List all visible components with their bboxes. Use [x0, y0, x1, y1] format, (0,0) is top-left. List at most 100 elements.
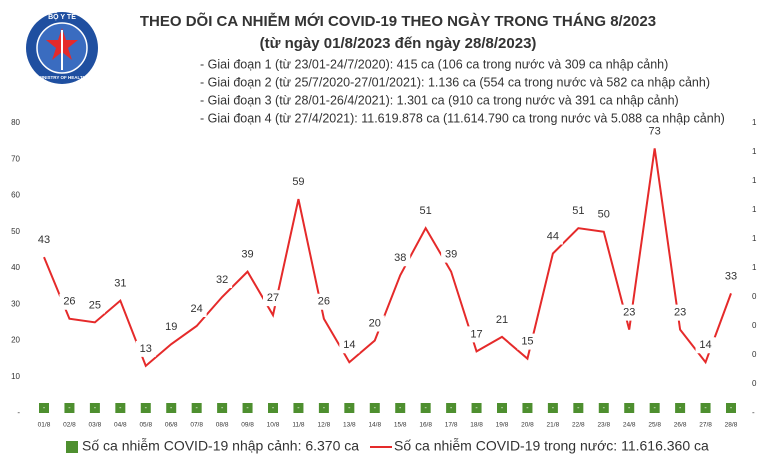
x-tick-label: 26/8	[674, 422, 687, 429]
data-label: 51	[572, 205, 584, 217]
data-label: 20	[369, 317, 381, 329]
x-tick-label: 09/8	[241, 422, 254, 429]
data-label: 59	[292, 176, 304, 188]
label-box	[288, 174, 309, 191]
y2-tick-label: -	[752, 408, 755, 417]
label-box	[441, 246, 462, 263]
legend-label: Số ca nhiễm COVID-19 trong nước: 11.616.…	[394, 438, 709, 454]
bar	[497, 403, 507, 413]
x-tick-label: 28/8	[725, 422, 738, 429]
bar	[573, 403, 584, 413]
x-tick-label: 27/8	[699, 422, 712, 429]
data-label: 24	[191, 303, 203, 315]
bar	[242, 403, 253, 413]
label-box	[619, 304, 640, 321]
y-tick-label: 80	[11, 118, 20, 127]
bar	[598, 403, 609, 413]
bar-label: -	[526, 405, 529, 412]
bar-label: -	[399, 405, 402, 412]
bar-label: -	[374, 405, 377, 412]
y-tick-label: 20	[11, 336, 20, 345]
bar	[395, 403, 406, 413]
x-tick-label: 06/8	[165, 422, 178, 429]
x-tick-label: 08/8	[216, 422, 229, 429]
chart-title: THEO DÕI CA NHIỄM MỚI COVID-19 THEO NGÀY…	[140, 12, 656, 30]
label-box	[212, 272, 233, 288]
data-label: 23	[674, 307, 686, 319]
data-label: 51	[420, 205, 432, 217]
label-box	[670, 304, 691, 321]
chart-subtitle: (từ ngày 01/8/2023 đến ngày 28/8/2023)	[260, 35, 537, 52]
line	[43, 148, 732, 368]
y2-tick-label: 1	[752, 263, 757, 272]
y2-tick-label: 1	[752, 234, 757, 243]
x-tick-label: 01/8	[38, 422, 51, 429]
label-box	[34, 232, 54, 249]
data-label: 26	[63, 296, 75, 308]
bar	[191, 403, 202, 413]
x-tick-label: 11/8	[292, 422, 305, 429]
y2-tick-label: 1	[752, 118, 757, 127]
label-box	[186, 301, 207, 317]
y-tick-label: 50	[11, 227, 20, 236]
bar	[344, 403, 355, 413]
bar	[471, 403, 482, 413]
label-box	[313, 293, 334, 310]
bar-label: -	[145, 405, 148, 412]
x-tick-label: 14/8	[368, 422, 381, 429]
bar	[369, 403, 380, 413]
y2-tick-label: 0	[752, 379, 757, 388]
bar	[726, 403, 736, 413]
data-label: 21	[496, 314, 508, 326]
bar-label: -	[679, 405, 682, 412]
x-tick-label: 24/8	[623, 422, 636, 429]
label-box	[364, 315, 385, 332]
x-tick-label: 10/8	[267, 422, 280, 429]
label-box	[466, 326, 487, 343]
legend-label: Số ca nhiễm COVID-19 nhập cảnh: 6.370 ca	[82, 438, 359, 454]
bar	[293, 403, 304, 413]
data-label: 38	[394, 252, 406, 264]
y-tick-label: 10	[11, 372, 20, 381]
label-box	[110, 275, 131, 292]
bar-label: -	[272, 405, 275, 412]
y-tick-label: 30	[11, 299, 20, 308]
bar-label: -	[450, 405, 453, 412]
y2-tick-label: 0	[752, 321, 757, 330]
y-tick-label: -	[17, 408, 20, 417]
bar	[420, 403, 431, 413]
bar	[675, 403, 686, 413]
x-tick-label: 23/8	[597, 422, 610, 429]
label-box	[84, 297, 105, 314]
data-label: 17	[470, 328, 482, 340]
bar	[700, 403, 711, 413]
label-box	[263, 290, 283, 307]
label-box	[59, 293, 80, 310]
x-tick-label: 25/8	[648, 422, 661, 429]
label-box	[135, 340, 156, 357]
logo-bottom: MINISTRY OF HEALTH	[38, 75, 86, 80]
data-label: 25	[89, 299, 101, 311]
x-tick-label: 21/8	[547, 422, 560, 429]
x-tick-label: 17/8	[445, 422, 458, 429]
x-tick-label: 15/8	[394, 422, 407, 429]
bar-label: -	[170, 405, 173, 412]
bar-label: -	[552, 405, 555, 412]
label-box	[721, 268, 741, 285]
label-box	[695, 337, 716, 354]
bar-label: -	[246, 405, 249, 412]
data-label: 27	[267, 292, 279, 304]
data-label: 26	[318, 296, 330, 308]
bar-label: -	[348, 405, 351, 412]
annotation: - Giai đoạn 1 (từ 23/01-24/7/2020): 415 …	[200, 57, 668, 71]
bar-label: -	[730, 405, 733, 412]
data-label: 14	[343, 339, 355, 351]
bar	[547, 403, 558, 413]
bar	[446, 403, 457, 413]
bar-label: -	[704, 405, 707, 412]
bar	[166, 403, 177, 413]
data-label: 50	[598, 209, 610, 221]
label-box	[517, 333, 538, 350]
